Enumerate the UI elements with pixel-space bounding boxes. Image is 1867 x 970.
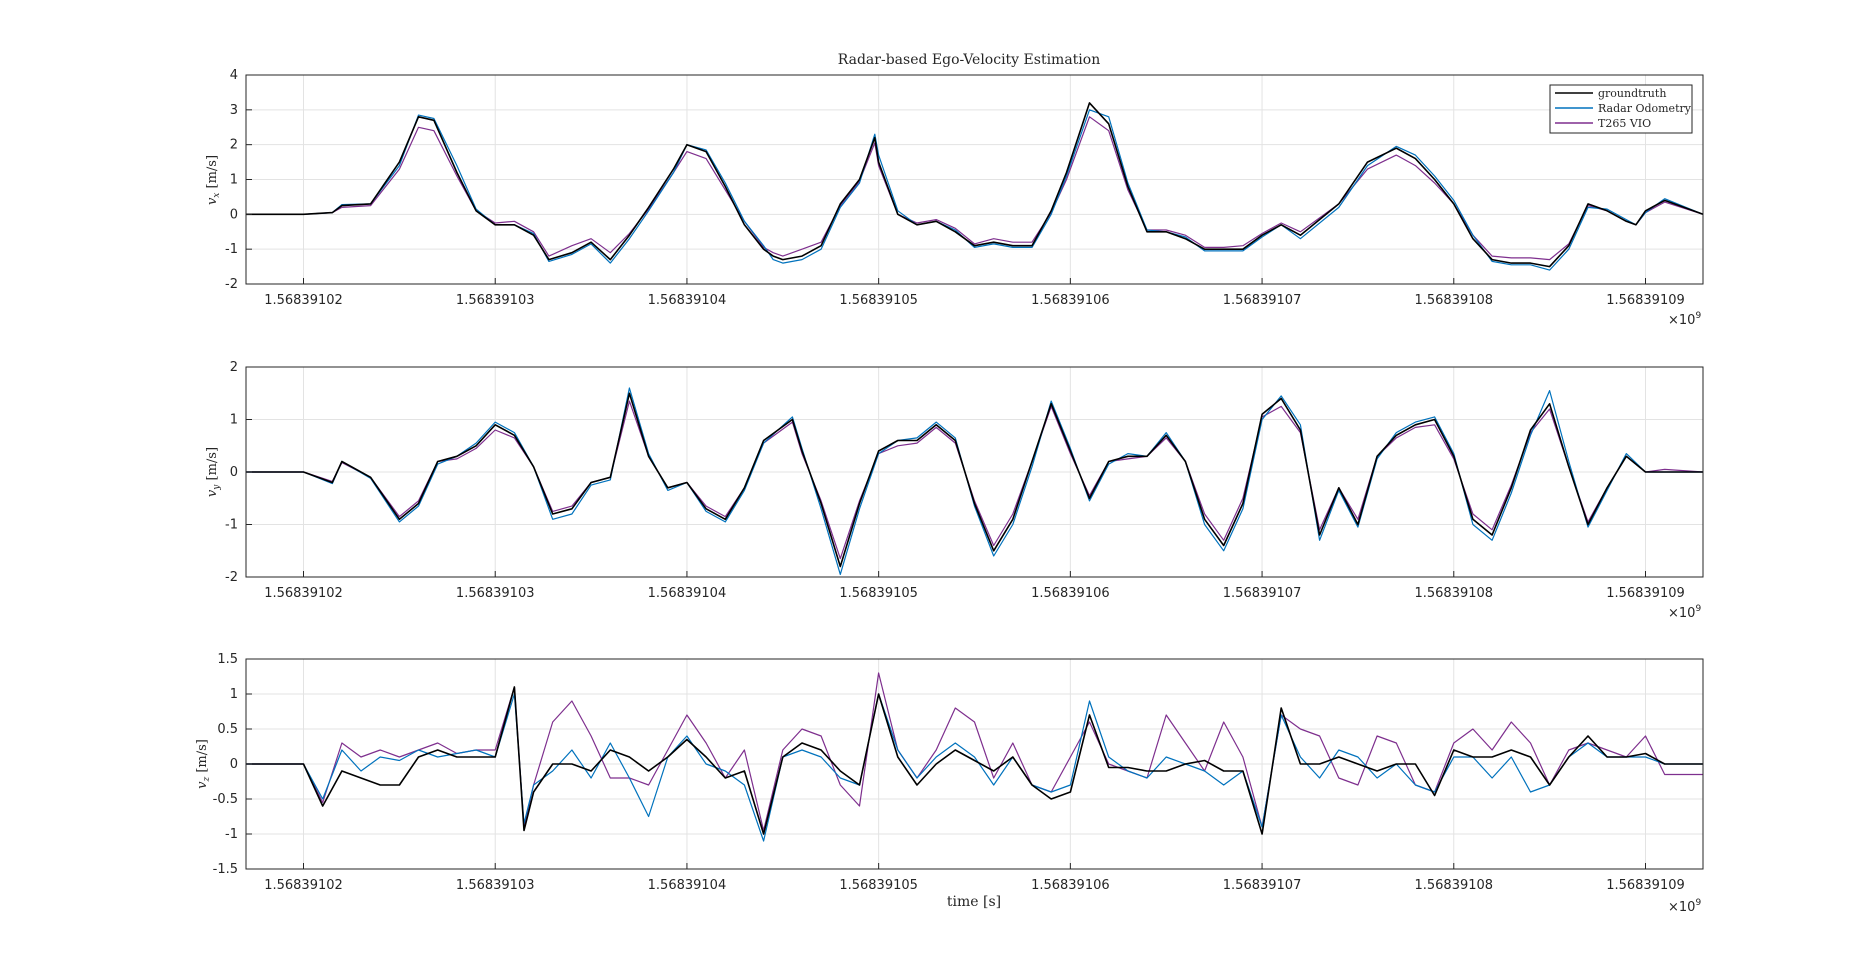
legend-label-radar: Radar Odometry	[1598, 102, 1692, 115]
ytick-label-vz: 0	[230, 757, 238, 772]
svg-text:vx [m/s]: vx [m/s]	[205, 155, 222, 205]
ytick-label-vy: 1	[230, 413, 238, 428]
ytick-label-vz: 1.5	[217, 652, 238, 667]
grid-vz	[246, 658, 1703, 870]
legend[interactable]: groundtruth Radar Odometry T265 VIO	[1549, 84, 1693, 134]
series-vio-vy	[246, 400, 1704, 560]
xtick-label-vz: 1.56839104	[648, 878, 727, 893]
ytick-label-vz: 0.5	[217, 722, 238, 737]
series-layer-vz	[246, 672, 1703, 842]
plot-vx: 1.56839102 1.56839103 1.56839104 1.56839105…	[205, 68, 1704, 328]
xtick-label-vx: 1.56839109	[1606, 293, 1685, 308]
xlabel-vz: time [s]	[947, 894, 1001, 910]
xtick-label-vx: 1.56839105	[839, 293, 918, 308]
ylabel-vz: vz [m/s]	[195, 739, 212, 789]
series-radar-vz	[246, 693, 1703, 842]
ylabel-vx-unit: [m/s]	[205, 155, 220, 189]
xtick-label-vz: 1.56839103	[456, 878, 535, 893]
ytick-label-vx: -2	[225, 277, 238, 292]
series-groundtruth-vy	[246, 392, 1703, 568]
ytick-label-vy: -1	[225, 518, 238, 533]
plot-vz: 1.56839102 1.56839103 1.56839104 1.56839105…	[195, 652, 1704, 915]
series-groundtruth-vz	[246, 686, 1703, 835]
ytick-label-vz: -1	[225, 827, 238, 842]
grid-vx	[246, 74, 1703, 285]
series-layer-vx	[246, 102, 1704, 271]
ytick-label-vx: 3	[230, 103, 238, 118]
ytick-label-vz: -0.5	[213, 792, 238, 807]
ytick-label-vy: 2	[230, 360, 238, 375]
svg-text:vy [m/s]: vy [m/s]	[205, 447, 222, 497]
svg-text:vz [m/s]: vz [m/s]	[195, 739, 212, 789]
ytick-label-vx: 4	[230, 68, 238, 83]
ylabel-vx-main: v	[205, 197, 220, 205]
xtick-label-vy: 1.56839105	[839, 586, 918, 601]
ytick-label-vy: -2	[225, 570, 238, 585]
plot-vy: 1.56839102 1.56839103 1.56839104 1.56839105…	[205, 360, 1704, 621]
xtick-label-vx: 1.56839107	[1223, 293, 1302, 308]
xtick-label-vy: 1.56839102	[264, 586, 343, 601]
series-groundtruth-vx	[246, 102, 1704, 268]
xtick-label-vx: 1.56839104	[648, 293, 727, 308]
xtick-label-vx: 1.56839106	[1031, 293, 1110, 308]
xtick-label-vz: 1.56839109	[1606, 878, 1685, 893]
xtick-label-vy: 1.56839103	[456, 586, 535, 601]
xtick-label-vz: 1.56839105	[839, 878, 918, 893]
ylabel-vx: vx [m/s]	[205, 155, 222, 205]
xtick-label-vy: 1.56839106	[1031, 586, 1110, 601]
figure-title: Radar-based Ego-Velocity Estimation	[838, 52, 1100, 68]
xtick-label-vy: 1.56839109	[1606, 586, 1685, 601]
ylabel-vy-sub: y	[212, 484, 222, 491]
grid-vy	[246, 366, 1703, 578]
xtick-label-vx: 1.56839103	[456, 293, 535, 308]
ylabel-vx-sub: x	[212, 193, 222, 198]
ytick-label-vz: -1.5	[213, 862, 238, 877]
ytick-label-vx: 2	[230, 138, 238, 153]
ylabel-vy-unit: [m/s]	[205, 447, 220, 481]
ytick-label-vx: 1	[230, 173, 238, 188]
xtick-label-vy: 1.56839108	[1414, 586, 1493, 601]
ytick-label-vx: -1	[225, 242, 238, 257]
xtick-label-vz: 1.56839107	[1223, 878, 1302, 893]
xtick-label-vz: 1.56839102	[264, 878, 343, 893]
xtick-label-vz: 1.56839108	[1414, 878, 1493, 893]
xtick-label-vz: 1.56839106	[1031, 878, 1110, 893]
series-radar-vy	[246, 387, 1703, 576]
ylabel-vz-sub: z	[202, 777, 212, 783]
ticks-vx: 1.56839102 1.56839103 1.56839104 1.56839105…	[225, 68, 1685, 308]
exponent-vy: ×109	[1668, 604, 1701, 621]
series-layer-vy	[246, 387, 1704, 576]
xtick-label-vy: 1.56839104	[648, 586, 727, 601]
legend-label-groundtruth: groundtruth	[1598, 87, 1666, 100]
legend-label-vio: T265 VIO	[1598, 117, 1651, 130]
legend-box	[1549, 84, 1693, 134]
ylabel-vy: vy [m/s]	[205, 447, 222, 497]
xtick-label-vx: 1.56839102	[264, 293, 343, 308]
exponent-vx: ×109	[1668, 311, 1701, 328]
xtick-label-vx: 1.56839108	[1414, 293, 1493, 308]
ytick-label-vy: 0	[230, 465, 238, 480]
ylabel-vz-main: v	[195, 781, 210, 789]
ytick-label-vz: 1	[230, 687, 238, 702]
exponent-vz: ×109	[1668, 898, 1701, 915]
ticks-vy: 1.56839102 1.56839103 1.56839104 1.56839105…	[225, 360, 1685, 601]
ytick-label-vx: 0	[230, 207, 238, 222]
ylabel-vy-main: v	[205, 489, 220, 497]
xtick-label-vy: 1.56839107	[1223, 586, 1302, 601]
ylabel-vz-unit: [m/s]	[195, 739, 210, 773]
ticks-vz: 1.56839102 1.56839103 1.56839104 1.56839105…	[213, 652, 1685, 893]
